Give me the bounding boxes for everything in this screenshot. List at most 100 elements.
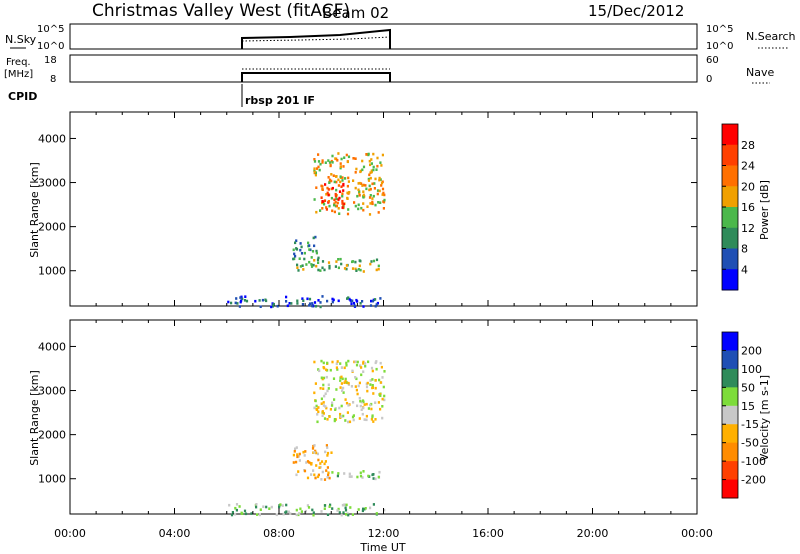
range-cell — [339, 180, 342, 184]
range-cell — [328, 161, 332, 164]
range-cell — [289, 512, 292, 515]
range-cell — [301, 264, 304, 267]
range-cell — [321, 260, 325, 263]
range-cell — [316, 475, 320, 479]
range-cell — [352, 401, 355, 404]
range-cell — [359, 471, 362, 475]
range-cell — [340, 262, 343, 266]
range-cell — [324, 183, 327, 186]
range-cell — [382, 200, 385, 203]
range-cell — [297, 513, 300, 517]
range-cell — [362, 208, 365, 212]
range-cell — [367, 179, 371, 182]
range-cell — [354, 360, 357, 363]
range-cell — [230, 301, 233, 305]
range-cell — [350, 302, 353, 306]
range-cell — [338, 511, 341, 514]
range-cell — [337, 258, 340, 261]
range-cell — [366, 381, 369, 385]
range-cell — [343, 503, 346, 506]
range-cell — [348, 191, 351, 194]
colorbar-segment — [722, 350, 738, 370]
range-cell — [330, 451, 333, 454]
range-cell — [376, 156, 379, 160]
colorbar-tick-label: 4 — [741, 263, 748, 276]
range-cell — [373, 182, 376, 185]
range-cell — [345, 513, 348, 516]
range-cell — [377, 475, 380, 479]
range-cell — [319, 209, 322, 212]
range-cell — [324, 460, 327, 463]
x-tick-label: 00:00 — [54, 527, 86, 540]
range-cell — [315, 451, 318, 455]
range-cell — [364, 507, 367, 510]
range-cell — [324, 161, 327, 164]
range-cell — [377, 267, 380, 271]
range-cell — [382, 191, 385, 195]
range-cell — [369, 383, 372, 386]
range-cell — [365, 414, 368, 418]
range-cell — [295, 446, 298, 449]
range-cell — [347, 180, 350, 183]
range-cell — [354, 171, 357, 174]
range-cell — [357, 182, 360, 185]
range-cell — [359, 399, 362, 403]
range-cell — [383, 193, 386, 197]
range-cell — [333, 210, 336, 214]
range-cell — [317, 268, 320, 272]
range-cell — [238, 305, 241, 308]
range-cell — [371, 473, 374, 477]
range-cell — [368, 213, 372, 216]
range-cell — [313, 170, 316, 174]
range-cell — [326, 361, 329, 365]
range-cell — [325, 444, 328, 447]
velocity-colorbar: -200 -100 -50 -15 15 50 100 200 — [721, 331, 766, 499]
range-cell — [327, 188, 330, 191]
range-cell — [308, 248, 311, 251]
range-cell — [336, 509, 339, 512]
range-cell — [331, 404, 334, 407]
range-cell — [315, 251, 318, 255]
range-cell — [351, 513, 354, 516]
range-cell — [300, 245, 303, 249]
range-cell — [349, 299, 352, 302]
range-cell — [314, 235, 317, 239]
range-cell — [345, 401, 349, 405]
range-cell — [327, 200, 330, 203]
range-cell — [379, 201, 382, 204]
range-cell — [375, 303, 378, 306]
range-cell — [336, 159, 339, 162]
range-cell — [285, 295, 288, 299]
range-cell — [363, 418, 366, 421]
range-cell — [381, 397, 384, 401]
range-cell — [326, 466, 329, 469]
range-cell — [347, 383, 350, 386]
colorbar-segment — [722, 461, 738, 481]
range-cell — [326, 389, 329, 393]
range-cell — [354, 385, 357, 388]
range-cell — [352, 414, 355, 417]
range-cell — [325, 469, 328, 472]
range-cell — [367, 407, 370, 410]
range-cell — [340, 366, 343, 369]
range-cell — [320, 397, 323, 401]
range-cell — [359, 474, 363, 478]
range-cell — [294, 254, 297, 258]
range-cell — [311, 250, 315, 253]
colorbar-segment — [722, 405, 738, 425]
range-cell — [326, 418, 329, 421]
range-cell — [331, 300, 334, 304]
range-cell — [324, 405, 327, 408]
range-cell — [336, 474, 339, 478]
range-cell — [347, 404, 350, 407]
range-cell — [310, 263, 313, 266]
range-cell — [339, 386, 342, 389]
velocity-y-ticks: 1000 2000 3000 4000 — [38, 320, 698, 514]
range-cell — [303, 251, 306, 255]
range-cell — [328, 415, 331, 418]
range-cell — [303, 257, 306, 261]
range-cell — [316, 258, 320, 262]
power-ylabel: Slant Range [km] — [28, 162, 41, 258]
range-cell — [331, 186, 334, 190]
range-cell — [304, 450, 307, 453]
